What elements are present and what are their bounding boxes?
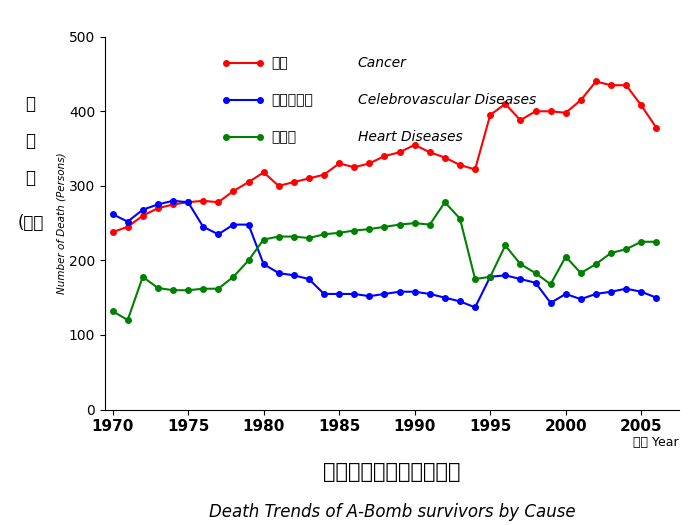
Text: (人）: (人） [18,214,43,232]
Text: 死: 死 [25,95,36,113]
Text: 亡: 亡 [25,132,36,150]
Text: Heart Diseases: Heart Diseases [358,130,462,144]
Text: 心疾患: 心疾患 [272,130,297,144]
Text: 死因別死亡数の年次推移: 死因別死亡数の年次推移 [323,461,461,481]
Text: Cancer: Cancer [358,56,407,70]
Text: 数: 数 [25,170,36,187]
Text: がん: がん [272,56,288,70]
Text: Death Trends of A-Bomb survivors by Cause: Death Trends of A-Bomb survivors by Caus… [209,503,575,521]
Text: 年度 Year: 年度 Year [634,436,679,448]
Text: 脳血管疾患: 脳血管疾患 [272,93,314,107]
Text: Number of Death (Persons): Number of Death (Persons) [57,152,67,294]
Text: Celebrovascular Diseases: Celebrovascular Diseases [358,93,536,107]
